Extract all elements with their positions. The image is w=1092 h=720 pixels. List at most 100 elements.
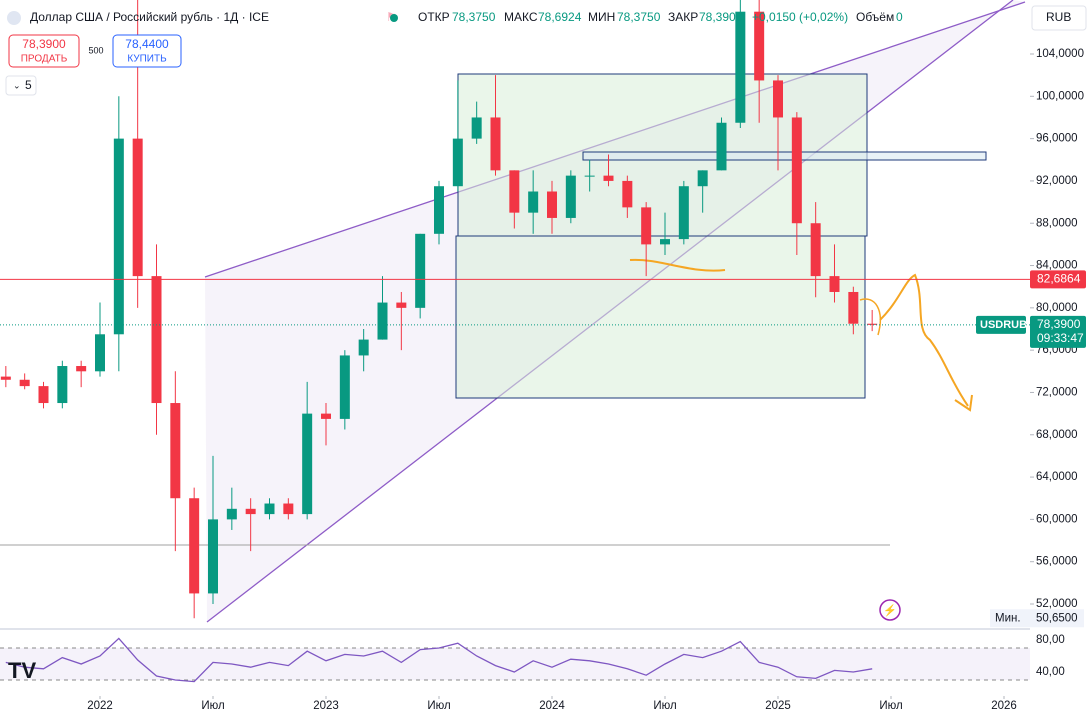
timer: 09:33:47	[1037, 331, 1084, 345]
candle-body	[358, 339, 369, 356]
y-tick-label: 80,0000	[1036, 302, 1078, 314]
volume-label: Объём	[856, 10, 894, 24]
chevron: ⌄	[13, 80, 21, 90]
y-tick-label: 56,0000	[1036, 556, 1078, 568]
y-tick-label: 68,0000	[1036, 429, 1078, 441]
candle-body	[810, 223, 821, 277]
price-tag	[1030, 315, 1086, 348]
candle-body	[490, 117, 501, 171]
low-label: МИН	[588, 10, 615, 24]
candle-body	[547, 191, 557, 218]
candle-body	[0, 376, 11, 380]
open: 78,3750	[452, 10, 496, 24]
y-tick-label: 92,0000	[1036, 175, 1078, 187]
low: 78,3750	[617, 10, 661, 24]
min-label: 50,6500	[1036, 612, 1078, 624]
close: 78,3900	[699, 10, 743, 24]
min-caption: Мин.	[995, 612, 1021, 624]
candle-body	[321, 413, 331, 419]
x-tick-label: 2026	[991, 700, 1017, 712]
candle-body	[528, 191, 539, 213]
candle-body	[697, 170, 708, 187]
y-tick-label: 84,0000	[1036, 260, 1078, 272]
candle-body	[264, 503, 275, 515]
candle-body	[434, 186, 444, 234]
x-tick-label: 2024	[539, 700, 565, 712]
candle-body	[189, 498, 200, 594]
min-tag	[990, 609, 1084, 628]
y-tick-label: 64,0000	[1036, 471, 1078, 483]
candle-body	[603, 175, 614, 181]
y-tick-label: 100,0000	[1036, 90, 1084, 102]
candle-body	[283, 503, 294, 515]
candle-body	[622, 180, 633, 208]
high: 78,6924	[538, 10, 582, 24]
candle-body	[660, 239, 670, 245]
sell-label: ПРОДАТЬ	[21, 54, 68, 65]
candle-body	[773, 80, 783, 118]
candle-body	[57, 366, 68, 404]
candle-body	[245, 508, 256, 515]
buy-label: КУПИТЬ	[127, 54, 167, 65]
high-label: МАКС	[504, 10, 538, 24]
x-tick-label: 2023	[313, 700, 339, 712]
candle-body	[565, 175, 576, 218]
level-tag	[1030, 270, 1086, 289]
candle-body	[584, 175, 595, 177]
price-plot	[0, 0, 1030, 619]
symbol: USDRUB	[980, 319, 1027, 331]
candle-body	[415, 233, 426, 308]
spread: 500	[88, 45, 103, 55]
close-label: ЗАКР	[668, 10, 698, 24]
currency-button[interactable]	[1031, 5, 1087, 31]
candle-body	[19, 379, 30, 387]
axes: 52,0000 56,0000 60,0000 64,0000 68,0000 72,00…	[87, 48, 1086, 712]
candle-body	[396, 302, 407, 308]
indicators-toggle[interactable]	[5, 75, 37, 96]
currency: RUB	[1046, 10, 1071, 24]
x-tick-label: Июл	[201, 700, 224, 712]
candle-body	[754, 11, 765, 81]
candle-body	[509, 170, 520, 213]
logo: TV	[8, 658, 36, 683]
x-tick-label: 2025	[765, 700, 791, 712]
buy-price: 78,4400	[125, 37, 169, 51]
y-tick-label: 104,0000	[1036, 48, 1084, 60]
x-tick-label: Июл	[427, 700, 450, 712]
alert-icon[interactable]	[879, 599, 901, 621]
candle-body	[641, 207, 652, 245]
candle-body	[716, 122, 727, 171]
symbol-tag	[976, 315, 1026, 334]
candle-body	[452, 138, 463, 187]
candle-body	[735, 11, 746, 123]
rsi-plot	[5, 637, 873, 683]
volume: 0	[896, 10, 903, 24]
candle-body	[791, 117, 802, 224]
candle-body	[132, 138, 143, 277]
candle-body	[113, 138, 124, 335]
y-tick-label: 88,0000	[1036, 217, 1078, 229]
candle-body	[76, 366, 87, 372]
candle-body	[95, 334, 105, 372]
candle-body	[848, 291, 859, 324]
candle-body	[867, 323, 878, 325]
alert-glyph: ⚡	[883, 604, 897, 617]
candle-body	[377, 302, 388, 340]
candle-body	[226, 508, 237, 520]
rsi-line	[5, 637, 873, 683]
candle-body	[38, 386, 49, 404]
candle-body	[471, 117, 482, 139]
x-tick-label: Июл	[879, 700, 902, 712]
buy-button[interactable]	[112, 34, 182, 68]
x-tick-label: 2022	[87, 700, 113, 712]
sell-price: 78,3900	[22, 37, 66, 51]
title: Доллар США / Российский рубль · 1Д · ICE	[30, 10, 269, 24]
y-tick-label: 52,0000	[1036, 598, 1078, 610]
y-tick-label: 72,0000	[1036, 386, 1078, 398]
indicators-count: 5	[25, 78, 32, 92]
candle-body	[302, 413, 313, 515]
change: +0,0150 (+0,02%)	[752, 10, 848, 24]
rsi-tick-label: 40,00	[1036, 666, 1065, 678]
sell-button[interactable]	[8, 34, 80, 68]
